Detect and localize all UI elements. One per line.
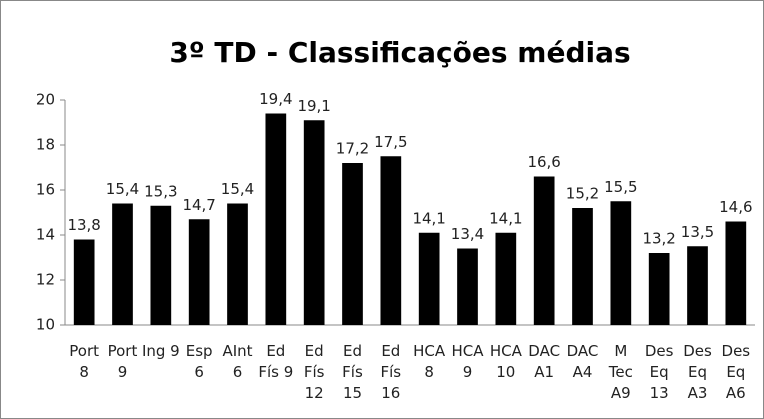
- value-label: 15,4: [221, 180, 254, 198]
- x-tick-label: Des Eq 13: [644, 342, 674, 402]
- y-tick-label: 14: [36, 226, 55, 244]
- bar: [265, 113, 287, 325]
- bar: [610, 201, 632, 325]
- x-tick-label: HCA 9: [451, 342, 484, 381]
- x-tick-label: Ed Fís 12: [303, 342, 325, 402]
- value-label: 17,5: [374, 133, 407, 151]
- x-tick-label: AInt 6: [222, 342, 253, 381]
- y-tick-label: 20: [36, 91, 55, 109]
- bar: [380, 156, 402, 325]
- bar: [112, 203, 133, 325]
- value-label: 14,6: [719, 198, 752, 216]
- x-tick-label: Ed Fís 15: [342, 342, 363, 402]
- value-label: 13,2: [642, 230, 675, 248]
- y-tick-label: 10: [36, 316, 55, 334]
- bar: [572, 208, 593, 325]
- bar: [648, 253, 670, 325]
- value-label: 19,4: [259, 90, 292, 108]
- x-tick-label: M Tec A9: [608, 342, 633, 402]
- bar: [342, 163, 363, 325]
- x-tick-label: Ing 9: [141, 342, 180, 360]
- bar: [687, 246, 708, 325]
- value-label: 14,1: [489, 209, 522, 227]
- value-label: 15,3: [144, 182, 177, 200]
- x-tick-label: Port 8: [69, 342, 100, 381]
- x-tick-label: Des Eq A6: [721, 342, 751, 402]
- y-tick-label: 16: [36, 181, 55, 199]
- bar: [533, 176, 555, 325]
- x-tick-label: HCA 8: [413, 342, 446, 381]
- value-label: 19,1: [297, 97, 330, 115]
- bar: [73, 239, 95, 325]
- value-label: 17,2: [336, 140, 369, 158]
- bar: [418, 232, 440, 325]
- y-tick-label: 18: [36, 136, 55, 154]
- bar: [495, 232, 517, 325]
- bar: [150, 205, 172, 325]
- value-label: 14,7: [182, 196, 215, 214]
- x-tick-label: Port 9: [107, 342, 138, 381]
- x-tick-label: Des Eq A3: [683, 342, 712, 402]
- bar: [303, 120, 325, 325]
- bar: [188, 219, 210, 325]
- x-tick-label: Esp 6: [185, 342, 213, 381]
- value-label: 15,2: [566, 185, 599, 203]
- value-label: 13,5: [681, 223, 714, 241]
- value-label: 13,8: [67, 216, 100, 234]
- value-label: 16,6: [527, 153, 560, 171]
- x-tick-label: Ed Fís 16: [380, 342, 402, 402]
- y-tick-label: 12: [36, 271, 55, 289]
- x-tick-label: Ed Fís 9: [258, 342, 294, 381]
- bar: [725, 221, 747, 325]
- chart-title: 3º TD - Classificações médias: [169, 36, 630, 69]
- x-tick-label: DAC A1: [528, 342, 561, 381]
- x-tick-label: DAC A4: [566, 342, 599, 381]
- value-label: 15,4: [106, 180, 139, 198]
- value-label: 14,1: [412, 209, 445, 227]
- x-tick-label: HCA 10: [489, 342, 522, 381]
- value-label: 13,4: [451, 225, 484, 243]
- value-label: 15,5: [604, 178, 637, 196]
- bar: [227, 203, 248, 325]
- bar: [457, 248, 478, 325]
